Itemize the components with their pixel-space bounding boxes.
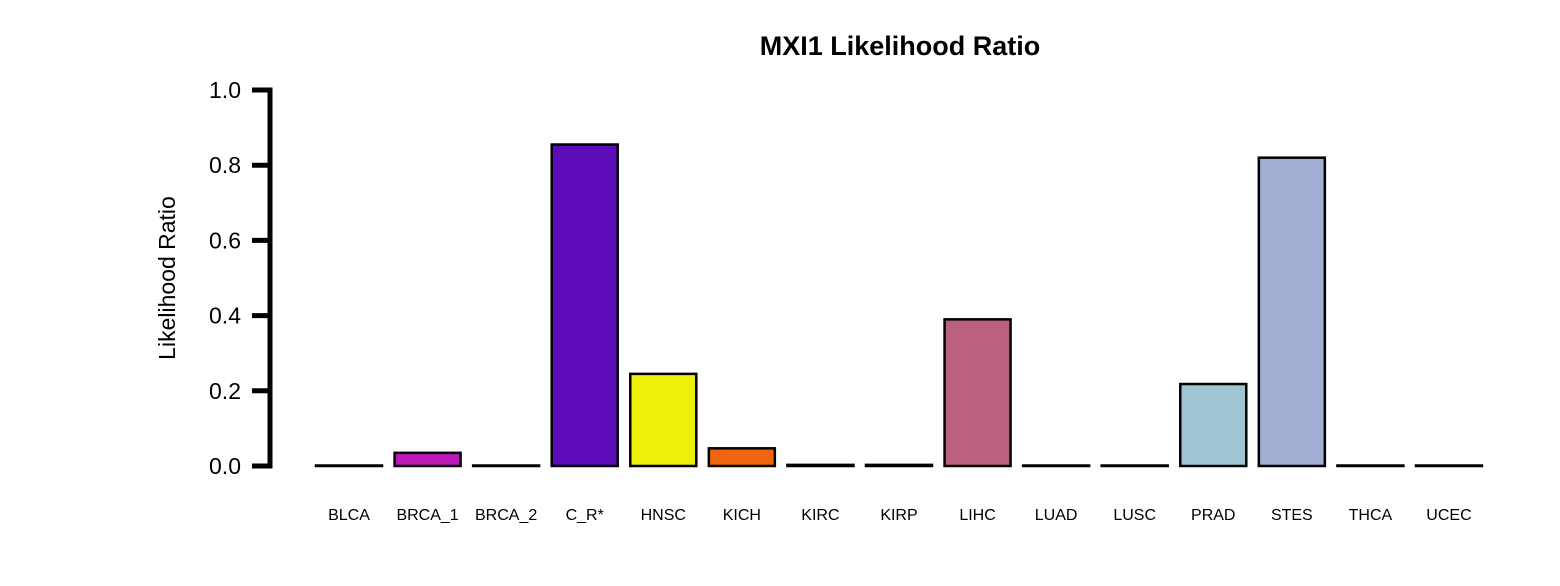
bar-thca [1336, 464, 1405, 468]
x-tick-label: THCA [1349, 507, 1393, 524]
bar-kirp [864, 463, 934, 468]
x-tick-label: HNSC [641, 507, 686, 524]
bar-kirc [786, 463, 855, 468]
y-axis: 0.0 0.2 0.4 0.6 0.8 1.0 [209, 77, 273, 479]
y-tick-label: 0.0 [209, 453, 241, 479]
x-tick-label: LUAD [1035, 507, 1078, 524]
bar-lusc [1100, 464, 1169, 468]
x-tick-label: LIHC [959, 507, 995, 524]
x-tick-label: LUSC [1113, 507, 1156, 524]
x-tick-label: KICH [723, 507, 761, 524]
y-tick-label: 1.0 [209, 77, 241, 103]
bar-brca-1 [393, 451, 462, 468]
bar-blca [314, 464, 384, 468]
x-tick-label: KIRC [801, 507, 839, 524]
y-tick-label: 0.2 [209, 378, 241, 404]
bar-c-r- [550, 143, 619, 468]
bar-hnsc [629, 372, 698, 468]
bar-ucec [1414, 464, 1484, 468]
x-tick-label: BRCA_1 [396, 507, 458, 524]
x-tick-labels: BLCA BRCA_1 BRCA_2 C_R* HNSC KICH KIRC KIRP LIHC… [328, 507, 1472, 524]
x-tick-label: STES [1271, 507, 1313, 524]
chart-title: MXI1 Likelihood Ratio [760, 31, 1041, 61]
x-tick-label: C_R* [566, 507, 604, 524]
bar-kich [707, 447, 777, 468]
bar-luad [1021, 464, 1091, 468]
x-tick-label: BRCA_2 [475, 507, 537, 524]
y-tick-label: 0.8 [209, 152, 241, 178]
x-tick-label: PRAD [1191, 507, 1235, 524]
x-tick-label: BLCA [328, 507, 370, 524]
bars [314, 143, 1484, 468]
bar-prad [1179, 382, 1248, 468]
y-tick-label: 0.6 [209, 227, 241, 253]
x-tick-label: KIRP [880, 507, 917, 524]
bar-brca-2 [471, 464, 541, 468]
x-tick-label: UCEC [1426, 507, 1471, 524]
y-axis-label: Likelihood Ratio [154, 196, 180, 360]
bar-lihc [943, 318, 1012, 468]
bar-stes [1257, 156, 1327, 468]
y-tick-label: 0.4 [209, 303, 241, 329]
